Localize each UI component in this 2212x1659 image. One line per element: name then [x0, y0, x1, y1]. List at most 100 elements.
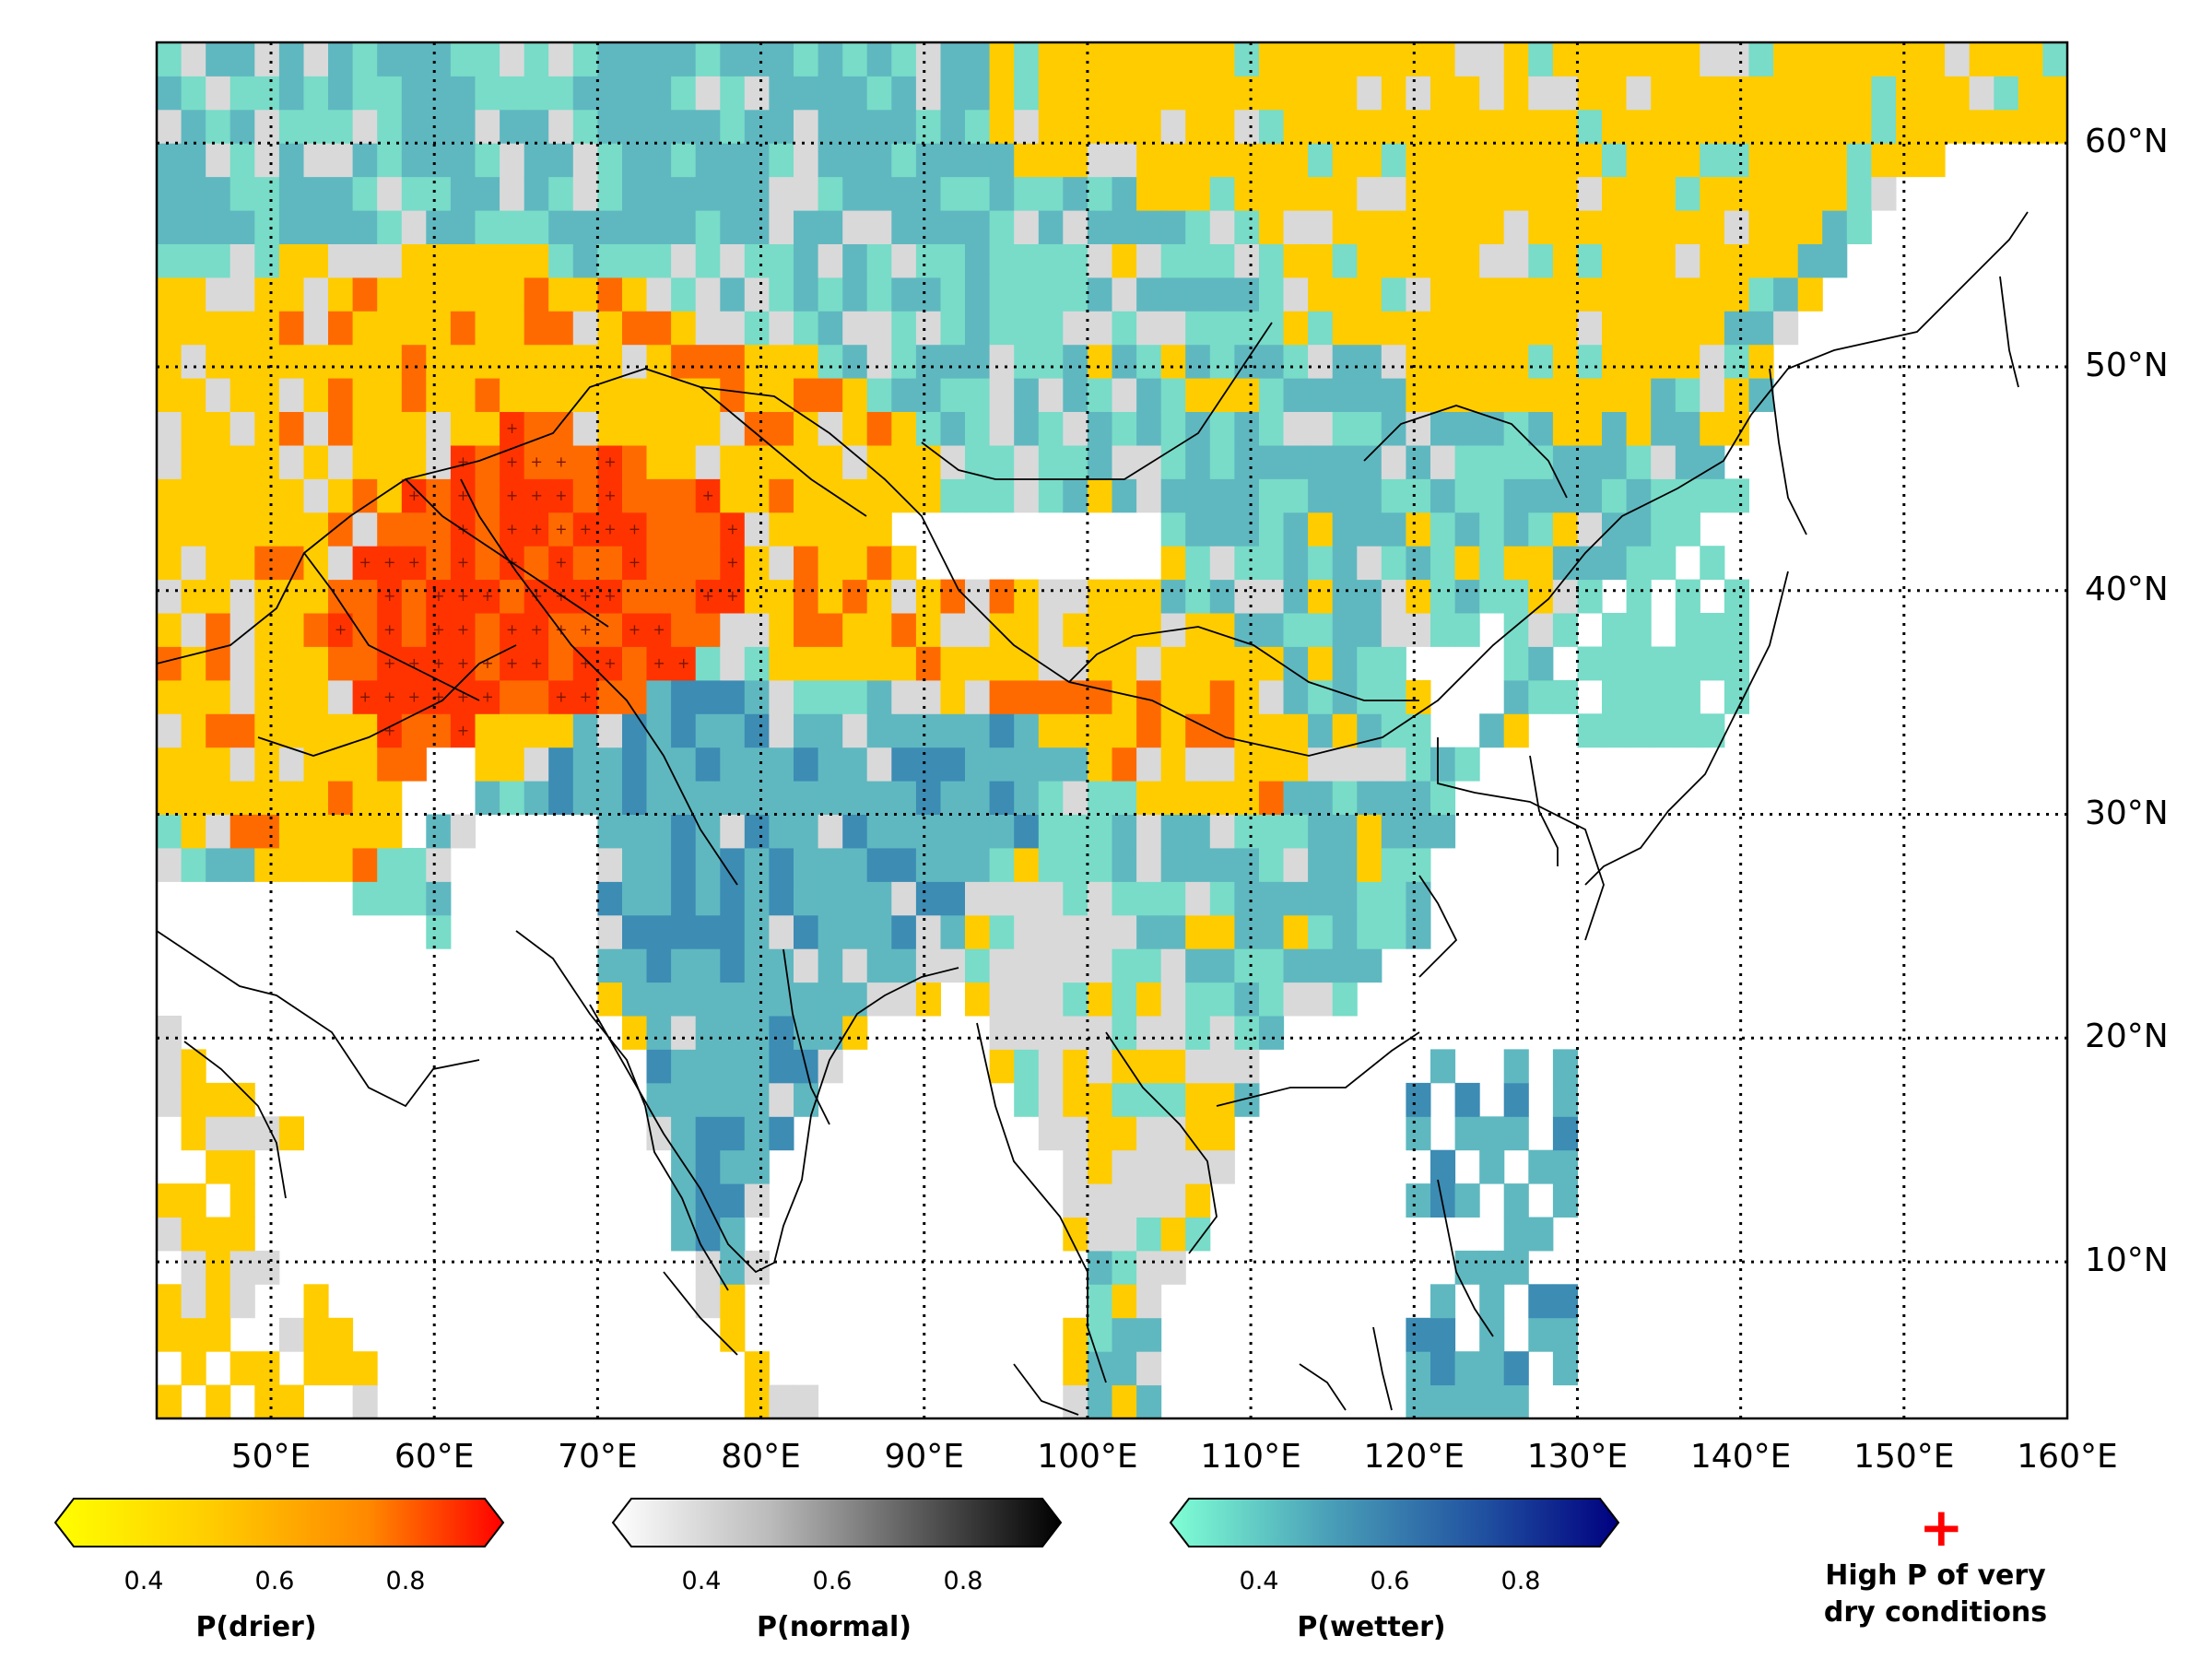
- probability-cell: [1602, 243, 1628, 278]
- probability-cell: [1602, 646, 1628, 681]
- probability-cell: [1063, 76, 1088, 111]
- probability-cell: [1430, 781, 1456, 815]
- probability-cell: [1602, 311, 1628, 346]
- probability-cell: [818, 378, 843, 412]
- probability-cell: [1430, 344, 1456, 379]
- probability-cell: [1038, 814, 1064, 849]
- probability-cell: [1381, 613, 1406, 647]
- probability-cell: [181, 679, 206, 714]
- probability-cell: [891, 276, 917, 312]
- probability-cell: [1185, 512, 1211, 547]
- probability-cell: [401, 143, 427, 178]
- probability-cell: [1234, 243, 1260, 278]
- probability-cell: [1406, 1183, 1431, 1218]
- probability-cell: [597, 914, 623, 949]
- probability-cell: [206, 848, 231, 882]
- probability-cell: [1896, 42, 1922, 76]
- probability-cell: [206, 814, 231, 849]
- probability-cell: [426, 478, 452, 513]
- probability-cell: [1748, 42, 1774, 76]
- probability-cell: [965, 948, 991, 983]
- probability-cell: [1552, 1317, 1578, 1352]
- probability-cell: [1994, 76, 2019, 111]
- probability-cell: [1479, 143, 1505, 178]
- probability-cell: [1185, 378, 1211, 412]
- probability-cell: [1087, 411, 1112, 446]
- probability-cell: [1332, 948, 1358, 983]
- probability-cell: [1651, 276, 1677, 312]
- probability-cell: [524, 143, 549, 178]
- probability-cell: [1283, 914, 1309, 949]
- probability-cell: [671, 311, 697, 346]
- probability-cell: [989, 445, 1015, 479]
- probability-cell: [181, 176, 206, 211]
- very-dry-marker: +: [580, 621, 592, 639]
- probability-cell: [1454, 109, 1480, 144]
- probability-cell: [1430, 210, 1456, 244]
- probability-cell: [500, 76, 525, 111]
- probability-cell: [1160, 411, 1186, 446]
- probability-cell: [524, 613, 549, 647]
- probability-cell: [377, 881, 403, 916]
- probability-cell: [744, 243, 770, 278]
- probability-cell: [450, 546, 476, 581]
- probability-cell: [1063, 1351, 1088, 1386]
- probability-cell: [1087, 848, 1112, 882]
- probability-cell: [1160, 445, 1186, 479]
- probability-cell: [671, 679, 697, 714]
- probability-cell: [769, 411, 794, 446]
- probability-cell: [1822, 76, 1848, 111]
- probability-cell: [524, 243, 549, 278]
- probability-cell: [842, 210, 868, 244]
- probability-cell: [1773, 243, 1799, 278]
- probability-cell: [1209, 914, 1235, 949]
- probability-cell: [1651, 445, 1677, 479]
- probability-cell: [1552, 1284, 1578, 1319]
- probability-cell: [254, 1384, 280, 1418]
- probability-cell: [1675, 311, 1700, 346]
- probability-cell: [1112, 1183, 1137, 1218]
- probability-cell: [1136, 378, 1162, 412]
- probability-cell: [1063, 243, 1088, 278]
- probability-cell: [1626, 143, 1652, 178]
- probability-cell: [450, 646, 476, 681]
- very-dry-marker: +: [383, 587, 395, 605]
- probability-cell: [548, 143, 574, 178]
- probability-cell: [401, 276, 427, 312]
- probability-cell: [157, 1317, 182, 1352]
- probability-cell: [622, 679, 648, 714]
- probability-cell: [1381, 579, 1406, 614]
- probability-cell: [181, 1284, 206, 1319]
- probability-cell: [572, 478, 598, 513]
- probability-cell: [646, 143, 672, 178]
- probability-cell: [891, 378, 917, 412]
- very-dry-marker: +: [653, 654, 665, 672]
- probability-cell: [1234, 546, 1260, 581]
- probability-cell: [254, 42, 280, 76]
- probability-cell: [1014, 445, 1040, 479]
- probability-cell: [915, 76, 941, 111]
- probability-cell: [818, 478, 843, 513]
- probability-cell: [1185, 1082, 1211, 1117]
- lon-label: 70°E: [558, 1438, 638, 1476]
- probability-cell: [524, 411, 549, 446]
- probability-cell: [1528, 646, 1554, 681]
- probability-cell: [769, 646, 794, 681]
- probability-cell: [1234, 848, 1260, 882]
- probability-cell: [278, 378, 304, 412]
- probability-cell: [1577, 143, 1603, 178]
- probability-cell: [1675, 445, 1700, 479]
- probability-cell: [475, 143, 500, 178]
- probability-cell: [622, 378, 648, 412]
- probability-cell: [1528, 143, 1554, 178]
- very-dry-marker: +: [726, 520, 738, 537]
- probability-cell: [1503, 713, 1529, 748]
- probability-cell: [695, 311, 721, 346]
- probability-cell: [1479, 210, 1505, 244]
- probability-cell: [426, 445, 452, 479]
- probability-cell: [278, 109, 304, 144]
- very-dry-marker: +: [457, 722, 469, 739]
- probability-cell: [818, 948, 843, 983]
- probability-cell: [1454, 411, 1480, 446]
- probability-cell: [1675, 579, 1700, 614]
